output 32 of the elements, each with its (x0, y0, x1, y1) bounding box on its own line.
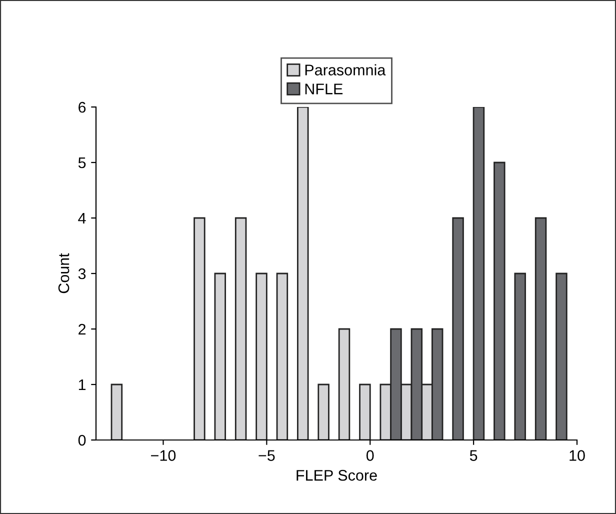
y-tick-label: 1 (78, 380, 86, 390)
y-tick-label: 6 (78, 102, 86, 113)
bar (514, 272, 526, 440)
x-tick-label: −5 (258, 450, 275, 461)
x-tick-label: 10 (570, 450, 585, 461)
y-tick-label: 2 (78, 324, 86, 335)
legend-label: Parasomnia (305, 64, 386, 76)
y-axis-title: Count (58, 253, 70, 294)
bar (534, 217, 547, 440)
bar (256, 272, 268, 440)
bar (110, 384, 123, 440)
y-tick-label: 0 (78, 434, 86, 446)
x-tick-label: 5 (470, 450, 478, 461)
legend-label: NFLE (305, 84, 343, 94)
bar (359, 384, 371, 440)
y-tick-label: 3 (78, 268, 86, 280)
x-tick-label: 0 (366, 450, 374, 461)
bar (234, 217, 247, 440)
bar (494, 162, 506, 440)
x-tick-label: −10 (151, 450, 176, 461)
x-axis-title: FLEP Score (296, 470, 377, 481)
y-tick-label: 4 (78, 213, 86, 224)
bar (338, 328, 350, 440)
bar (297, 107, 309, 440)
bar (452, 217, 464, 440)
bar (318, 384, 330, 440)
bar (214, 272, 226, 440)
bar (276, 272, 288, 440)
y-tick-label: 5 (78, 158, 86, 168)
bar (556, 272, 568, 440)
bar (194, 217, 206, 440)
bar (472, 107, 485, 440)
